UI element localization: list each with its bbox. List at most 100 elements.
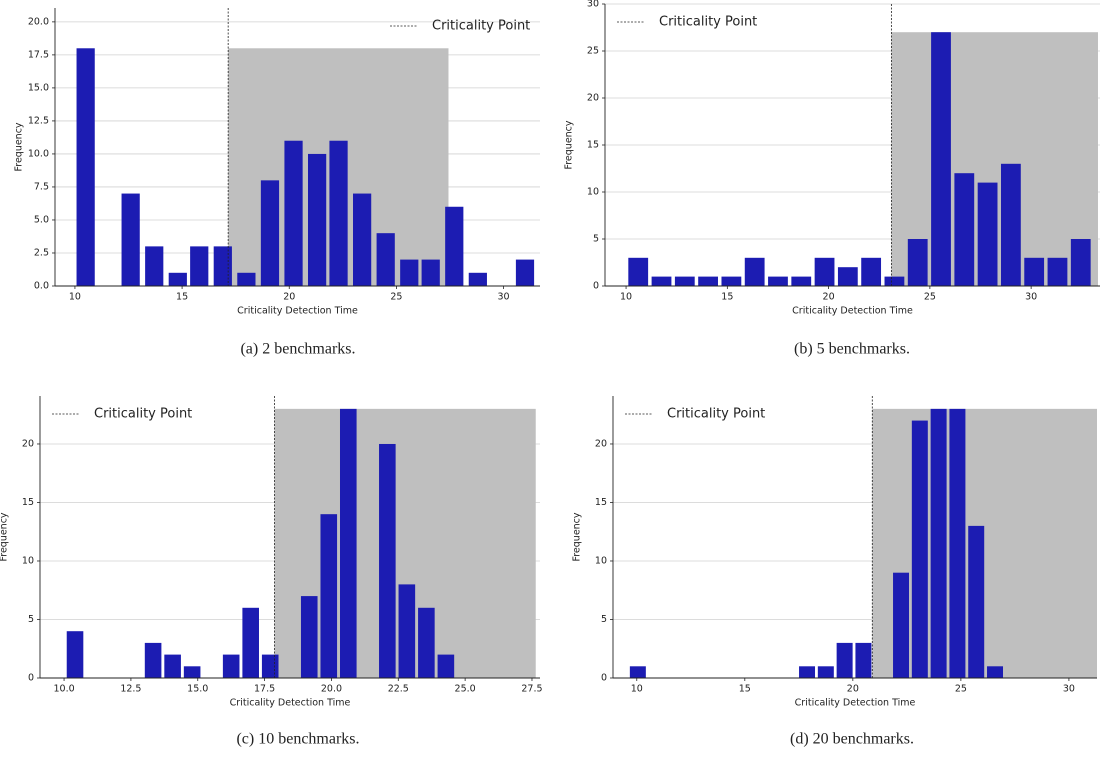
y-tick-label: 20.0 [28,16,49,27]
bar [421,259,440,286]
bar [300,596,318,678]
bar [144,642,162,678]
bar [437,654,455,678]
x-tick-label: 25 [390,292,402,303]
bar [320,514,338,678]
y-tick-label: 17.5 [28,49,49,60]
x-tick-label: 30 [1025,292,1037,303]
bar [977,182,998,286]
y-axis-label: Frequency [564,120,575,169]
bar [1000,163,1021,286]
x-axis-label: Criticality Detection Time [230,698,351,709]
bar [817,666,834,678]
y-tick-label: 5 [601,614,607,625]
y-tick-label: 10 [22,555,34,566]
bar [949,408,966,678]
bar [968,525,985,678]
y-tick-label: 20 [22,438,34,449]
bar [837,267,858,286]
y-axis-label: Frequency [14,122,25,171]
bar [164,654,181,678]
y-tick-label: 0 [601,673,607,684]
x-tick-label: 22.5 [388,684,409,695]
bar [76,48,95,286]
bar [222,654,240,678]
bar [698,276,718,286]
bar [1047,257,1068,286]
legend-label: Criticality Point [432,19,530,34]
x-tick-label: 20 [823,292,835,303]
caption: (d) 20 benchmarks. [790,731,914,748]
bar [261,654,279,678]
bar [468,272,487,286]
x-tick-label: 15 [721,292,733,303]
x-tick-label: 27.5 [521,684,542,695]
x-axis-label: Criticality Detection Time [795,698,916,709]
x-tick-label: 15.0 [187,684,208,695]
bar [445,206,464,286]
bar [213,246,232,286]
subplot: 0 5 10 15 20 10.0 12.5 15.0 17.5 20.0 22.5 25.0 27.5… [0,396,543,748]
bar [121,193,140,286]
bar [791,276,812,286]
bar [629,666,646,678]
bar [911,420,928,678]
y-tick-label: 10 [595,555,607,566]
bar [861,257,882,286]
bar [931,32,951,287]
y-tick-label: 10.0 [28,148,49,159]
caption: (a) 2 benchmarks. [240,341,355,358]
x-tick-label: 10.0 [53,684,74,695]
bar [744,257,765,286]
x-tick-label: 10 [69,292,81,303]
x-tick-label: 10 [620,292,632,303]
y-tick-label: 25 [587,46,599,57]
y-tick-label: 15 [595,497,607,508]
criticality-region [872,408,1097,678]
x-tick-label: 15 [176,292,188,303]
bar [379,443,396,678]
bar [260,180,280,286]
bar [168,272,187,286]
bar [66,631,84,678]
bar [930,408,947,678]
y-tick-label: 30 [587,0,599,10]
subplot: 0.0 2.5 5.0 7.5 10.0 12.5 15.0 17.5 20.0 10 15 20 25… [14,8,540,358]
bar [145,246,164,286]
bar [515,259,535,286]
x-tick-label: 15 [739,684,751,695]
bar [1024,257,1045,286]
bar [329,140,348,286]
x-tick-label: 20.0 [321,684,342,695]
bar [398,584,416,678]
bar [855,642,872,678]
bar [907,239,928,286]
y-axis-label: Frequency [572,512,583,561]
y-tick-label: 0.0 [34,281,49,292]
bar [242,607,259,678]
y-tick-label: 5.0 [34,214,49,225]
y-tick-label: 12.5 [28,115,49,126]
bar [721,276,742,286]
y-tick-label: 7.5 [34,181,49,192]
x-axis-label: Criticality Detection Time [237,306,358,317]
legend-label: Criticality Point [659,15,757,30]
x-tick-label: 12.5 [120,684,141,695]
y-tick-label: 20 [587,93,599,104]
bar [954,173,975,286]
subplot: 0 5 10 15 20 10 15 20 25 30 Criticality Detection … [572,396,1097,748]
x-axis-label: Criticality Detection Time [792,306,913,317]
y-tick-label: 0 [28,673,34,684]
bar [814,257,835,286]
legend-label: Criticality Point [667,407,765,422]
x-tick-label: 20 [283,292,295,303]
bar [339,408,357,678]
bar [884,276,905,286]
bar [674,276,695,286]
legend-label: Criticality Point [94,407,192,422]
caption: (c) 10 benchmarks. [236,731,359,748]
x-tick-label: 17.5 [254,684,275,695]
x-tick-label: 25 [955,684,967,695]
bar [651,276,672,286]
